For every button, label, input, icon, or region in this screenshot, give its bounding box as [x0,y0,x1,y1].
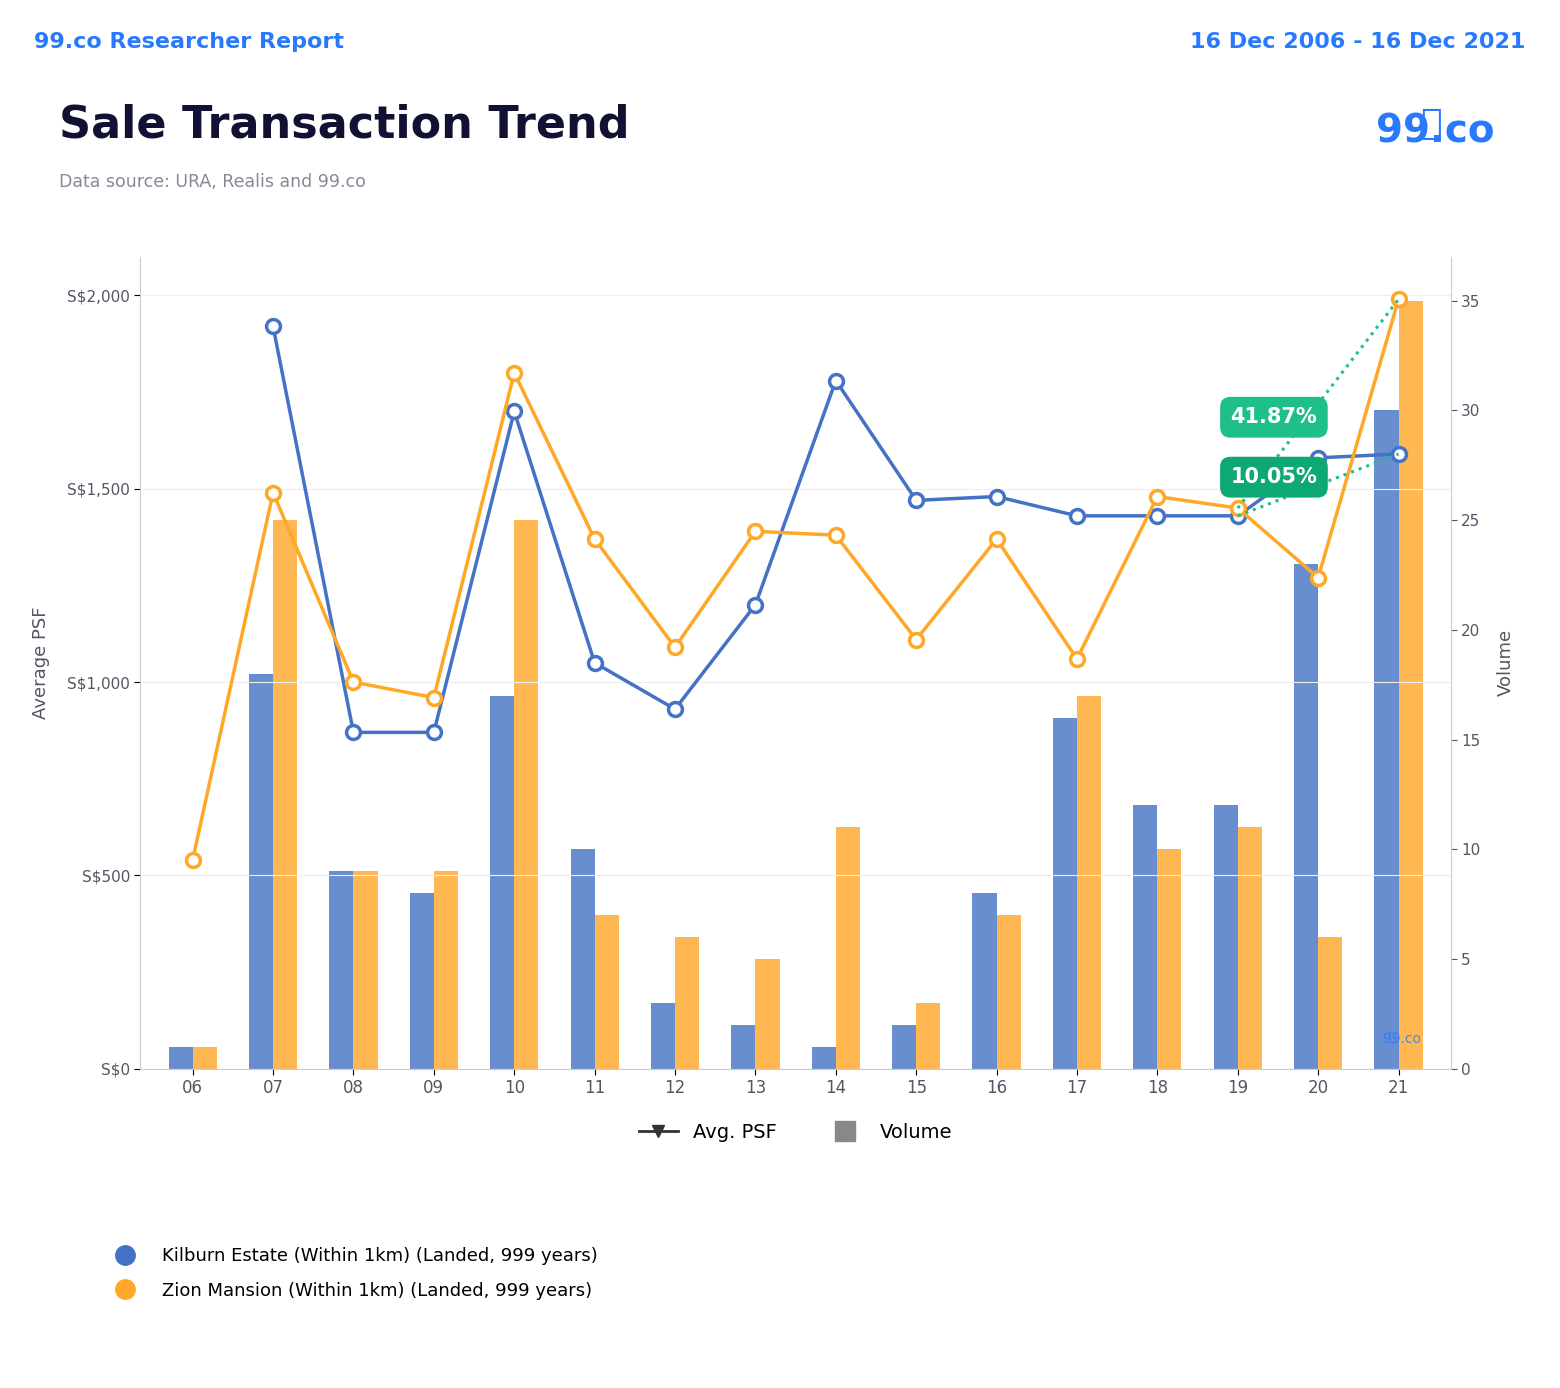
Legend: Kilburn Estate (Within 1km) (Landed, 999 years), Zion Mansion (Within 1km) (Land: Kilburn Estate (Within 1km) (Landed, 999… [100,1239,604,1307]
Bar [515,520,538,1069]
Bar [329,872,354,1069]
Bar [836,827,860,1069]
Bar [594,915,619,1069]
Text: 99.co Researcher Report: 99.co Researcher Report [34,32,345,51]
Bar [811,1047,836,1069]
Text: 41.87%: 41.87% [1231,407,1317,428]
Bar [892,1024,916,1069]
Y-axis label: Average PSF: Average PSF [33,607,50,719]
Bar [1214,805,1237,1069]
Bar [732,1024,755,1069]
Bar [490,695,515,1069]
Bar [434,872,459,1069]
Bar [1399,301,1423,1069]
Bar [675,937,699,1069]
Bar [916,1004,941,1069]
Text: 99.co: 99.co [1376,112,1494,150]
Text: 📍: 📍 [1420,107,1441,142]
Bar [997,915,1020,1069]
Text: Sale Transaction Trend: Sale Transaction Trend [59,103,630,146]
Bar [755,959,780,1069]
Bar [168,1047,192,1069]
Text: Data source: URA, Realis and 99.co: Data source: URA, Realis and 99.co [59,174,367,192]
Bar [1053,718,1076,1069]
Legend: Avg. PSF, Volume: Avg. PSF, Volume [630,1116,961,1149]
Text: 10.05%: 10.05% [1231,468,1317,487]
Bar [1133,805,1158,1069]
Text: 99.co: 99.co [1374,1033,1421,1047]
Bar [651,1004,675,1069]
Y-axis label: Volume: Volume [1498,629,1515,697]
Text: 📍: 📍 [1388,1031,1396,1044]
Bar [1374,411,1399,1069]
Bar [250,673,273,1069]
Bar [1158,849,1181,1069]
Bar [1295,564,1318,1069]
Bar [1318,937,1342,1069]
Bar [273,520,296,1069]
Bar [192,1047,217,1069]
Bar [410,894,434,1069]
Text: 16 Dec 2006 - 16 Dec 2021: 16 Dec 2006 - 16 Dec 2021 [1190,32,1526,51]
Bar [1237,827,1262,1069]
Bar [354,872,378,1069]
Bar [972,894,997,1069]
Bar [571,849,594,1069]
Bar [1076,695,1101,1069]
